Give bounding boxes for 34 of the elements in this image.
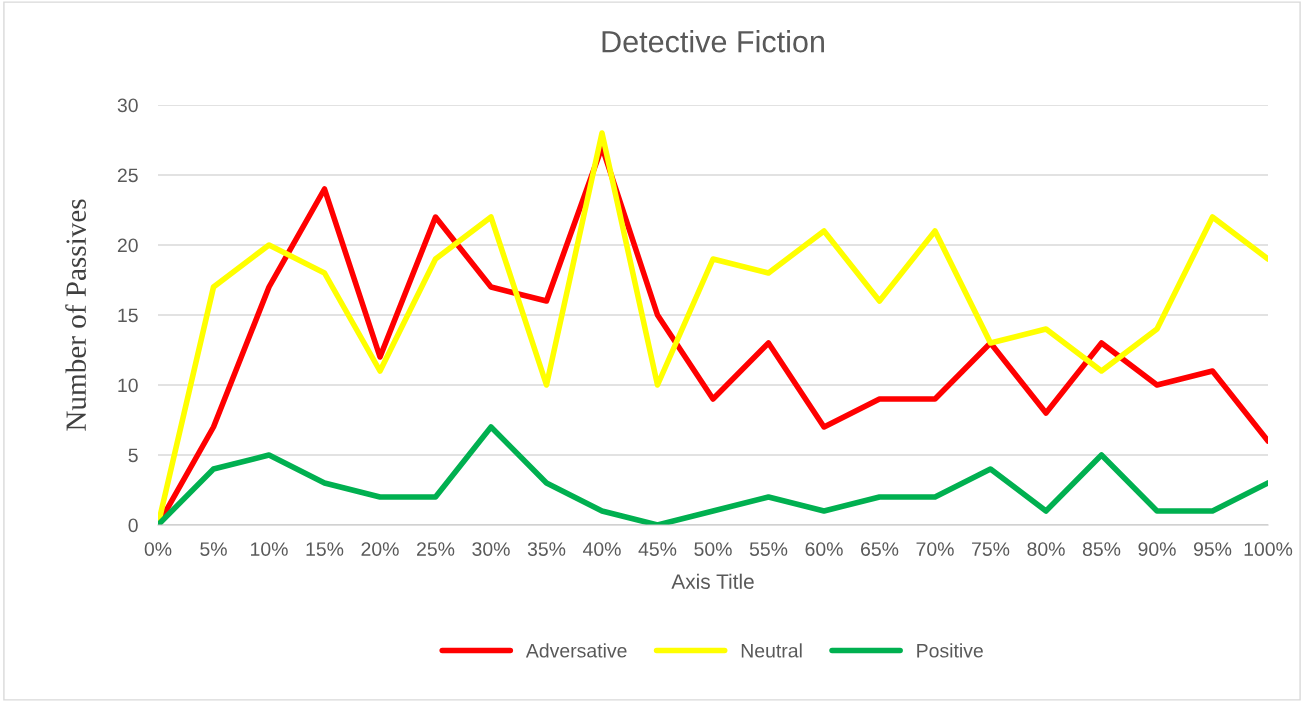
x-tick-label: 45% <box>638 542 677 556</box>
x-tick-label: 65% <box>861 542 899 556</box>
y-tick-label: 0 <box>128 518 138 533</box>
x-tick-label: 40% <box>582 542 621 556</box>
y-tick-label: 25 <box>117 168 138 183</box>
x-tick-label: 5% <box>200 542 227 556</box>
x-tick-label: 35% <box>527 542 566 556</box>
y-tick-label: 30 <box>117 98 138 113</box>
x-tick-label: 70% <box>916 542 954 556</box>
x-tick-label: 0% <box>144 542 172 556</box>
x-axis-title: Axis Title <box>671 573 754 589</box>
x-tick-label: 95% <box>1193 542 1232 556</box>
x-tick-label: 20% <box>361 542 399 556</box>
y-tick-label: 10 <box>118 378 138 393</box>
x-tick-label: 60% <box>805 542 843 556</box>
x-tick-label: 85% <box>1082 542 1121 556</box>
x-tick-label: 30% <box>472 542 510 556</box>
x-tick-label: 55% <box>749 542 788 556</box>
legend-label: Neutral <box>741 643 802 658</box>
x-tick-label: 75% <box>972 542 1010 556</box>
y-tick-label: 5 <box>128 448 138 463</box>
legend-label: Positive <box>917 643 983 658</box>
x-tick-label: 90% <box>1138 542 1176 556</box>
x-tick-label: 50% <box>694 542 732 556</box>
x-tick-label: 15% <box>306 542 344 556</box>
y-axis-title: Number of Passives <box>65 199 87 431</box>
legend-label: Adversative <box>525 643 627 658</box>
x-tick-label: 100% <box>1244 542 1293 556</box>
x-tick-label: 80% <box>1027 542 1065 556</box>
y-tick-label: 15 <box>118 308 138 323</box>
x-tick-label: 10% <box>251 542 288 556</box>
x-tick-label: 25% <box>417 542 455 556</box>
chart-title: Detective Fiction <box>602 30 824 53</box>
y-tick-label: 20 <box>117 238 138 253</box>
